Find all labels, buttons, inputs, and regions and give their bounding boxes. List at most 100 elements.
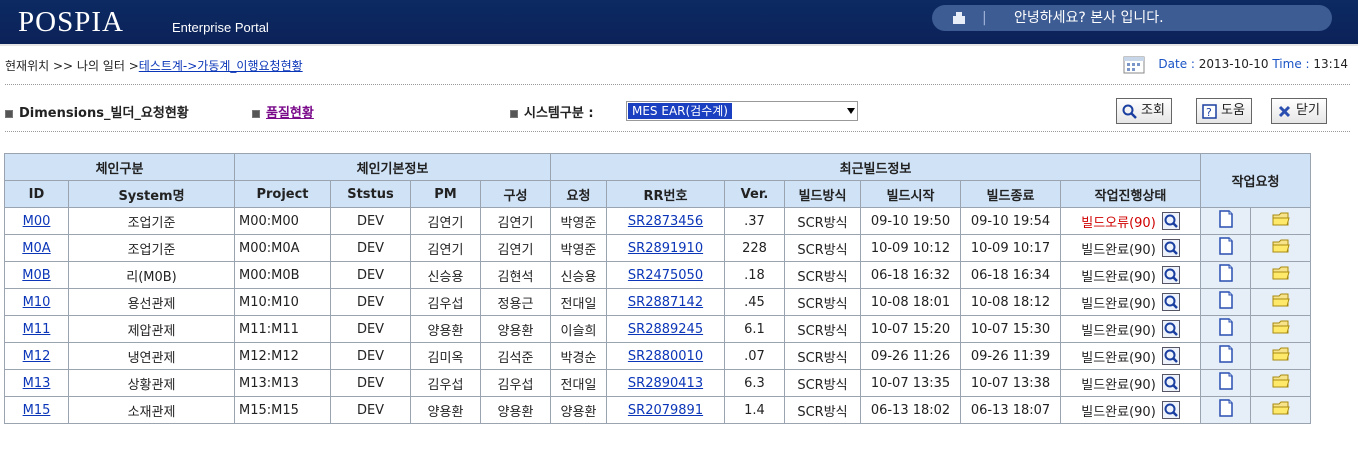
rr-number-link[interactable]: SR2889245 [627,321,704,337]
system-select[interactable]: MES EAR(검수계) [626,101,858,121]
cell-rr-number: SR2891910 [606,234,725,262]
breadcrumb-link[interactable]: 테스트계->가동계_이행요청현황 [138,59,303,73]
cell-system: 냉연관제 [68,342,235,370]
table-row: M0B 리(M0B) M00:M0B DEV 신승용 김현석 신승용 SR2475050.18… [4,261,1311,289]
document-icon[interactable] [1216,317,1236,337]
detail-magnifier-icon[interactable] [1161,401,1180,419]
cell-build-end: 06-18 16:34 [960,261,1061,289]
chain-id-link[interactable]: M11 [22,321,51,337]
folder-icon[interactable] [1271,398,1291,418]
quality-status-link[interactable]: 품질현황 [252,102,314,121]
chain-id-link[interactable]: M10 [22,294,51,310]
cell-version: 6.1 [724,315,785,343]
divider [5,84,1350,85]
rr-number-link[interactable]: SR2887142 [627,294,704,310]
col-header-version: Ver. [724,180,785,208]
search-button[interactable]: 조회 [1116,98,1172,124]
cell-build-start: 10-08 18:01 [860,288,961,316]
cell-id: M15 [4,396,69,424]
bullet-icon [510,109,518,118]
cell-id: M11 [4,315,69,343]
chain-id-link[interactable]: M0A [22,240,51,256]
cell-rr-number: SR2880010 [606,342,725,370]
folder-icon[interactable] [1271,209,1291,229]
col-header-rr-number: RR번호 [606,180,725,208]
date-value: 2013-10-10 [1198,57,1269,71]
cell-request: 박영준 [550,207,607,235]
chain-id-link[interactable]: M15 [22,402,51,418]
cell-job-document [1200,342,1251,370]
detail-magnifier-icon[interactable] [1161,293,1180,311]
cell-status: DEV [330,342,411,370]
cell-status: DEV [330,369,411,397]
col-header-config: 구성 [480,180,551,208]
system-label: 시스템구분 : [510,102,594,121]
document-icon[interactable] [1216,236,1236,256]
chain-id-link[interactable]: M0B [22,267,51,283]
detail-magnifier-icon[interactable] [1161,266,1180,284]
cell-pm: 김우섭 [410,288,481,316]
folder-icon[interactable] [1271,344,1291,364]
cell-progress-state: 빌드완료(90) [1060,396,1201,424]
rr-number-link[interactable]: SR2880010 [627,348,704,364]
cell-id: M00 [4,207,69,235]
svg-text:?: ? [1206,106,1212,119]
help-button[interactable]: ? 도움 [1196,98,1252,124]
folder-icon[interactable] [1271,317,1291,337]
cell-system: 상황관제 [68,369,235,397]
document-icon[interactable] [1216,290,1236,310]
table-row: M00 조업기준 M00:M00 DEV 김연기 김연기 박영준 SR2873456.37 SC… [4,207,1311,235]
detail-magnifier-icon[interactable] [1161,374,1180,392]
detail-magnifier-icon[interactable] [1161,347,1180,365]
portal-logo-subtitle: Enterprise Portal [172,20,269,35]
cell-build-start: 10-07 13:35 [860,369,961,397]
cell-request: 전대일 [550,369,607,397]
user-icon [953,12,965,24]
document-icon[interactable] [1216,263,1236,283]
chain-id-link[interactable]: M00 [22,213,51,229]
cell-id: M10 [4,288,69,316]
folder-icon[interactable] [1271,263,1291,283]
cell-config: 김석준 [480,342,551,370]
cell-project: M15:M15 [234,396,331,424]
chain-id-link[interactable]: M13 [22,375,51,391]
rr-number-link[interactable]: SR2873456 [627,213,704,229]
col-header-build-method: 빌드방식 [784,180,861,208]
progress-state-text: 빌드완료(90) [1081,350,1156,366]
cell-system: 조업기준 [68,234,235,262]
cell-progress-state: 빌드완료(90) [1060,234,1201,262]
cell-status: DEV [330,396,411,424]
detail-magnifier-icon[interactable] [1161,320,1180,338]
document-icon[interactable] [1216,371,1236,391]
document-icon[interactable] [1216,344,1236,364]
cell-job-folder [1250,207,1311,235]
cell-job-document [1200,207,1251,235]
progress-state-text: 빌드완료(90) [1081,377,1156,393]
folder-icon[interactable] [1271,236,1291,256]
cell-pm: 신승용 [410,261,481,289]
time-label: Time : [1272,57,1310,71]
col-header-progress-state: 작업진행상태 [1060,180,1201,208]
detail-magnifier-icon[interactable] [1161,239,1180,257]
cell-status: DEV [330,261,411,289]
rr-number-link[interactable]: SR2475050 [627,267,704,283]
cell-build-method: SCR방식 [784,342,861,370]
cell-status: DEV [330,207,411,235]
cell-config: 김우섭 [480,369,551,397]
cell-project: M00:M0B [234,261,331,289]
folder-icon[interactable] [1271,290,1291,310]
cell-build-method: SCR방식 [784,207,861,235]
chain-id-link[interactable]: M12 [22,348,51,364]
document-icon[interactable] [1216,209,1236,229]
folder-icon[interactable] [1271,371,1291,391]
portal-logo[interactable]: POSPIA [18,6,124,38]
close-button[interactable]: 닫기 [1271,98,1327,124]
rr-number-link[interactable]: SR2891910 [627,240,704,256]
rr-number-link[interactable]: SR2079891 [627,402,704,418]
col-header-request: 요청 [550,180,607,208]
cell-system: 조업기준 [68,207,235,235]
rr-number-link[interactable]: SR2890413 [627,375,704,391]
detail-magnifier-icon[interactable] [1161,212,1180,230]
document-icon[interactable] [1216,398,1236,418]
greeting-separator: | [982,10,987,26]
